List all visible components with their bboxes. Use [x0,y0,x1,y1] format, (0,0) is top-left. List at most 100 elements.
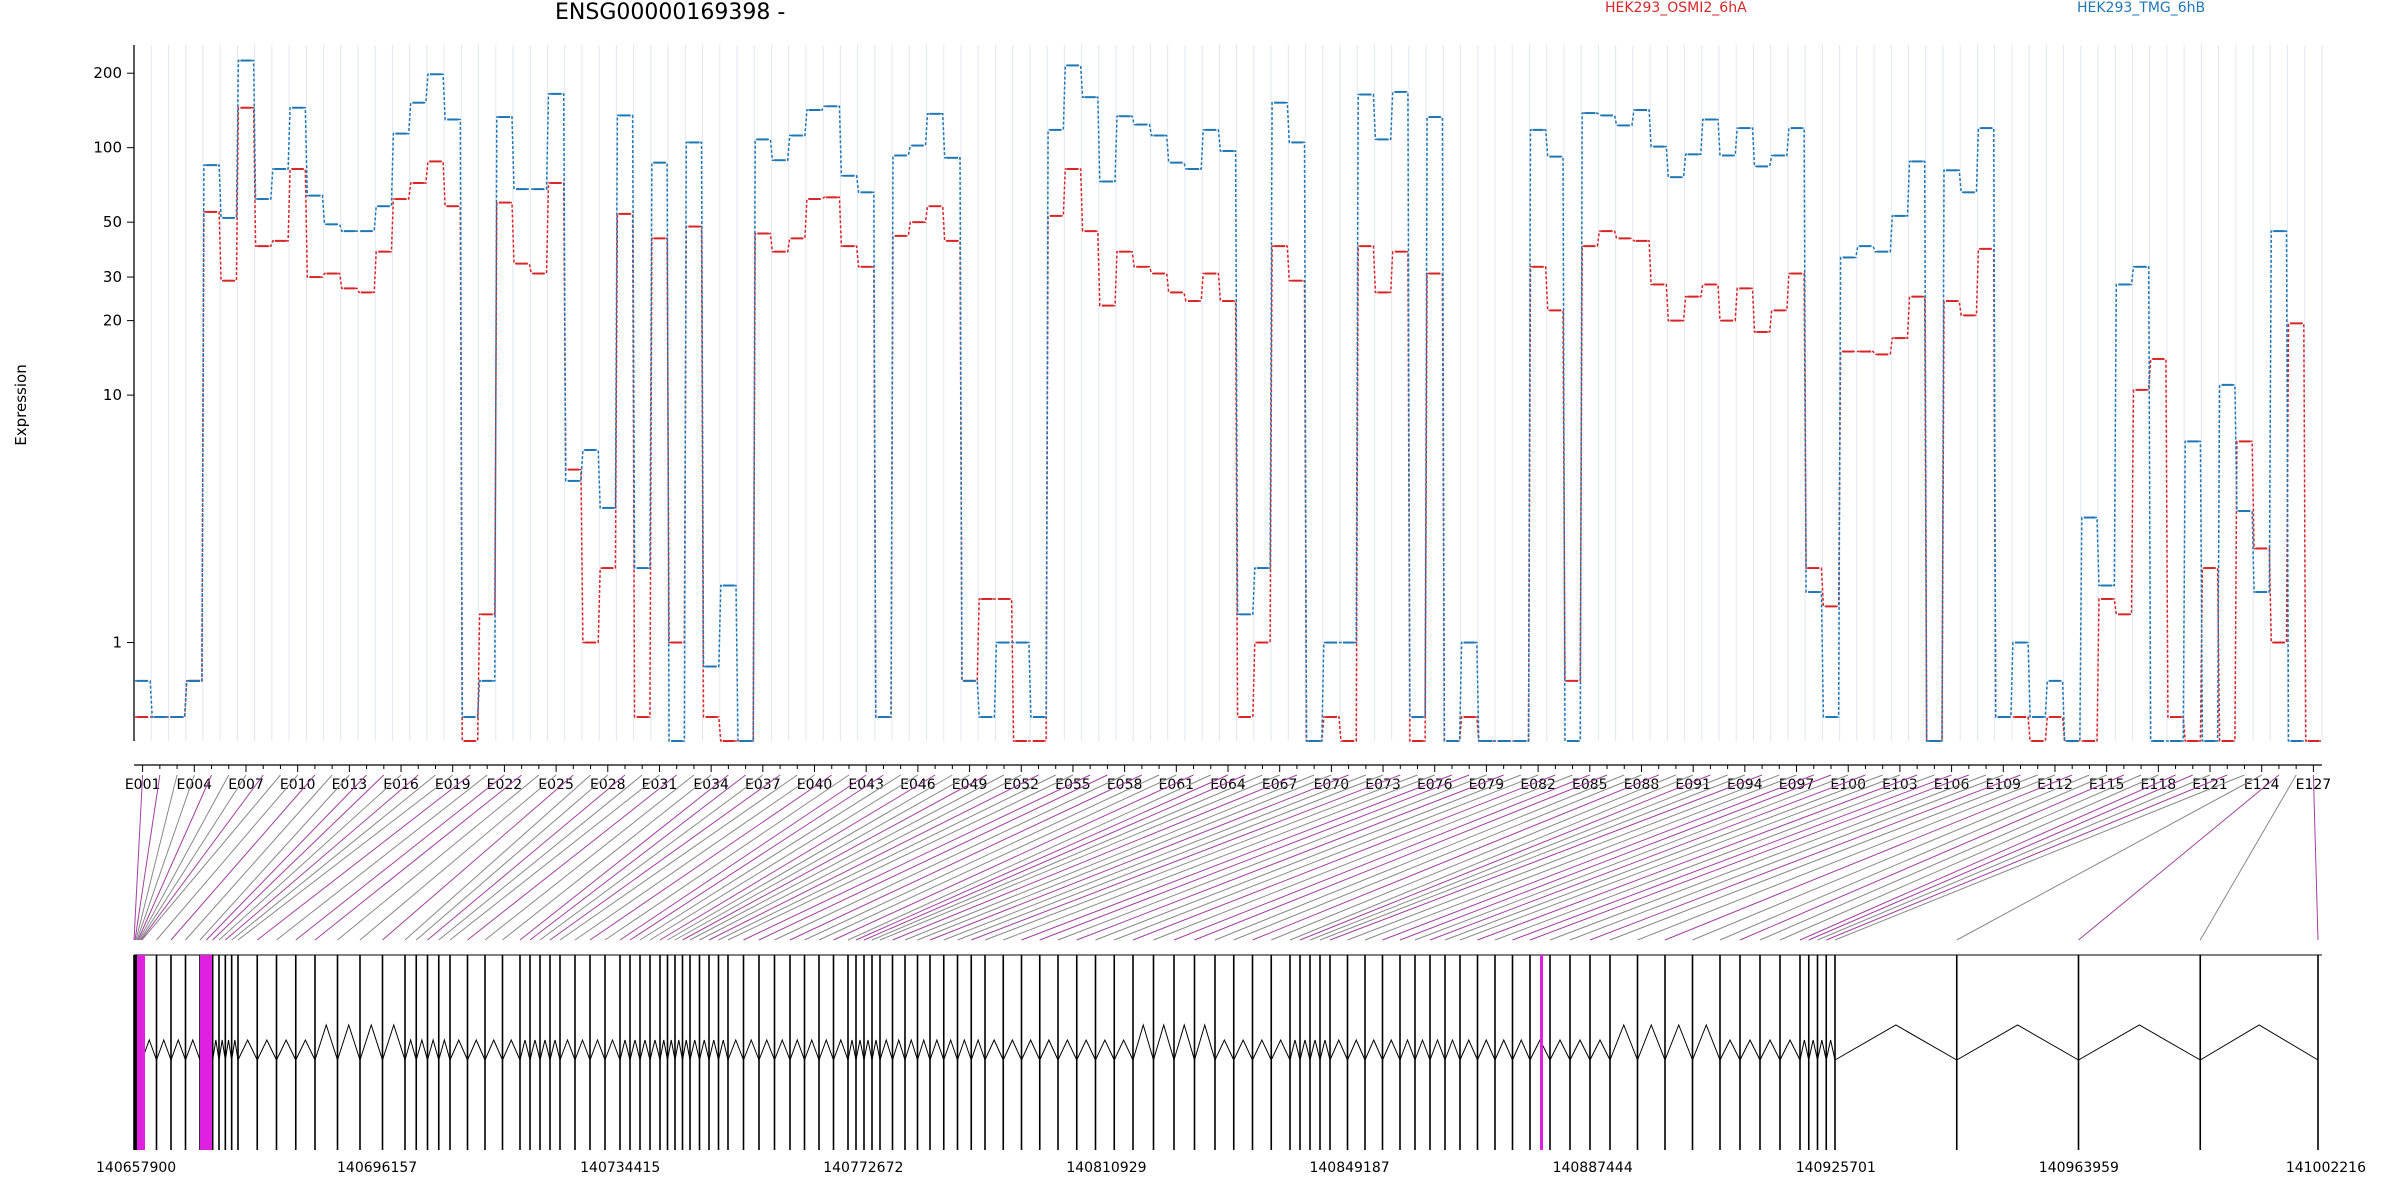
intron [847,1039,857,1061]
exon-connector [295,774,505,941]
y-tick-label: 20 [103,312,122,330]
exon-connector [1057,774,1487,941]
exon-connector [718,774,1056,941]
intron [1494,1038,1513,1061]
x-tick-label: E088 [1624,777,1660,793]
y-tick-label: 1 [112,634,122,652]
exon-connector [971,774,1401,941]
y-tick-label: 50 [103,213,122,231]
genomic-coordinate-axis: 140657900 140696157 140734415 140772672 1408… [96,1160,2366,1176]
intron [804,1038,820,1061]
exon-connector [1512,774,1952,941]
intron [682,1039,691,1061]
exon-connector [467,774,678,941]
intron [314,1023,338,1061]
exon-connector [604,774,850,941]
intron [438,1038,451,1061]
intron [1719,1038,1741,1061]
exon-axis: E001 E004 E007 E010 E013 E016 E019 E022 E025 E028… [125,764,2331,793]
exon-connector [139,774,247,941]
intron [404,1038,417,1061]
exon-connector [1214,774,1625,941]
exon-connector [1834,774,2245,941]
genomic-coordinate-label: 140657900 [96,1160,176,1176]
intron [1477,1038,1496,1061]
intron [1309,1039,1321,1061]
exon-connector [1039,774,1470,941]
exon-connector [1664,774,2073,941]
intron [708,1039,719,1061]
exon-connector [871,774,1263,941]
legend-entry-tmg: HEK293_TMG_6hB [2077,0,2206,16]
exon-connector [1569,774,2004,941]
intron [1459,1038,1478,1061]
intron [529,1039,541,1061]
highlighted-exon [200,955,212,1150]
exon-connector [1347,774,1780,941]
exon-connector [699,774,1022,941]
genomic-coordinate-label: 140772672 [823,1160,903,1176]
intron [855,1039,865,1061]
x-tick-label: E064 [1210,777,1246,793]
y-axis: 1 10 20 30 50 100 200 [93,45,135,741]
x-tick-label: E106 [1934,777,1970,793]
intron [276,1038,297,1061]
exon-connector [1329,774,1763,941]
intron [1956,1024,2079,1061]
x-tick-label: E022 [487,777,523,793]
intron [984,1038,1004,1061]
x-tick-label: E094 [1727,777,1763,793]
intron [1549,1038,1571,1061]
chart-title: ENSG00000169398 - [555,0,786,25]
intron [789,1038,805,1061]
gene-model [133,954,2322,1150]
exon-connector [589,774,833,941]
x-tick-label: E091 [1675,777,1711,793]
x-tick-label: E124 [2244,777,2280,793]
intron [674,1039,683,1061]
exon-connector [1114,774,1539,941]
exon-connector [449,774,660,941]
exon-connector [855,774,1229,941]
exon-connector [212,774,385,941]
exon-connector [1444,774,1883,941]
intron [917,1038,931,1061]
intron [871,1039,881,1061]
intron [1512,1038,1531,1061]
exon-connector [1956,774,2262,941]
intron [1270,1038,1291,1061]
exon-connector [682,774,988,941]
intron [689,1039,700,1061]
exon-connector [1271,774,1677,941]
exon-connector [1739,774,2125,941]
exon-connector [1309,774,1728,941]
x-tick-label: E082 [1520,777,1556,793]
intron [1319,1039,1331,1061]
x-tick-label: E079 [1469,777,1505,793]
exon-connector [502,774,712,941]
x-tick-label: E118 [2141,777,2177,793]
exon-connector [743,774,1091,941]
exon-connector [1826,774,2228,941]
intron [231,1039,239,1061]
exon-connector [1589,774,2021,941]
intron [1002,1038,1022,1061]
intron [774,1038,791,1061]
exon-connector [727,774,1074,941]
genomic-coordinate-label: 140810929 [1066,1160,1146,1176]
intron [1808,1039,1818,1061]
intron [1347,1038,1366,1061]
intron [1057,1038,1078,1061]
intron [743,1038,760,1061]
exon-connector [170,774,316,941]
intron [449,1038,468,1061]
intron [1569,1038,1591,1061]
exon-connector [1233,774,1642,941]
intron [539,1039,551,1061]
series-layer [135,59,2321,742]
intron [929,1038,945,1061]
exon-connector [1779,774,2159,941]
exon-connector [1021,774,1453,941]
intron [833,1038,849,1061]
exon-connector [404,774,591,941]
